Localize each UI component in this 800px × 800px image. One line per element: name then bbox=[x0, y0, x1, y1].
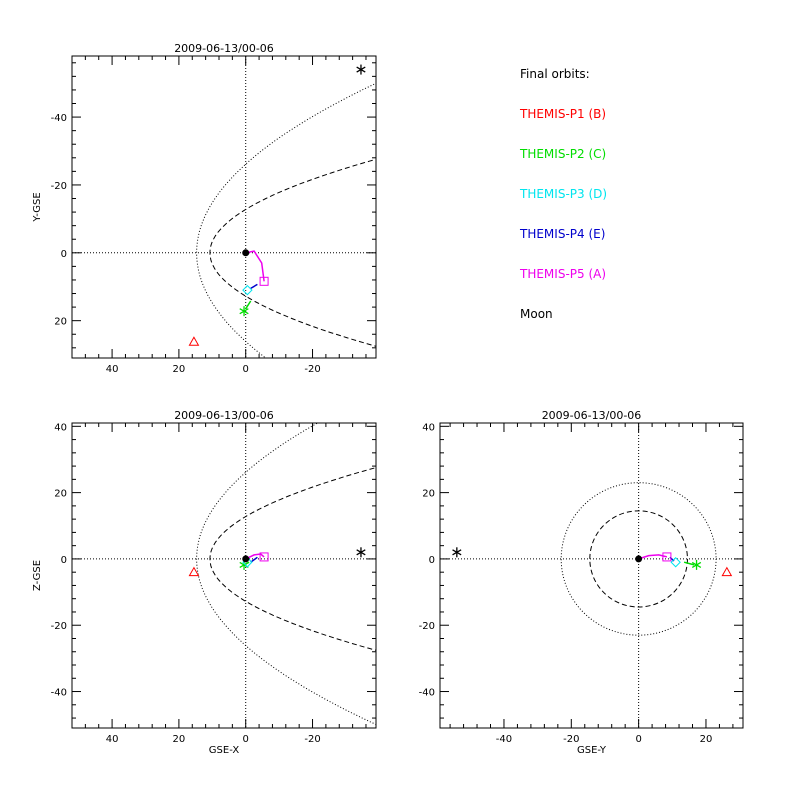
x-tick-label: 0 bbox=[635, 734, 641, 745]
themis-p1-b-marker bbox=[188, 336, 200, 346]
plot-panel-3: -40 -20 0 20 -40 -20 0 20 40 2009-06-13/00-06 GSE-… bbox=[419, 409, 744, 756]
y-tick-label: 40 bbox=[422, 422, 435, 433]
y-axis-label: Z-GSE bbox=[32, 560, 43, 591]
plot-frame bbox=[71, 55, 377, 359]
y-tick-label: -20 bbox=[419, 621, 435, 632]
orbit-track-1 bbox=[245, 250, 265, 282]
moon-marker bbox=[452, 547, 462, 558]
magnetopause-boundary bbox=[589, 510, 688, 608]
x-tick-label: -40 bbox=[496, 734, 512, 745]
themis-p3-d-marker bbox=[670, 557, 681, 568]
bow-shock-boundary bbox=[560, 482, 717, 636]
x-axis-label: GSE-Y bbox=[577, 745, 607, 756]
y-tick-label: 0 bbox=[61, 249, 67, 260]
y-tick-label: 20 bbox=[54, 317, 67, 328]
plot-frame bbox=[439, 422, 744, 729]
legend-item-themis-p1: THEMIS-P1 (B) bbox=[520, 107, 607, 121]
orbit-track-1 bbox=[245, 553, 265, 560]
themis-p1-b-marker bbox=[188, 566, 200, 577]
legend-item-moon: Moon bbox=[520, 307, 553, 321]
x-tick-label: 40 bbox=[106, 734, 119, 745]
x-tick-label: 40 bbox=[106, 364, 119, 375]
themis-p1-b-marker bbox=[721, 566, 733, 577]
themis-p2-c-marker bbox=[239, 306, 249, 317]
legend-item-themis-p4: THEMIS-P4 (E) bbox=[520, 227, 606, 241]
themis-p3-d-marker bbox=[242, 284, 253, 296]
plot-area bbox=[72, 56, 376, 358]
themis-p5-a-marker bbox=[662, 552, 672, 562]
legend-title: Final orbits: bbox=[520, 67, 590, 81]
orbit-track-2 bbox=[250, 283, 258, 290]
themis-p2-c-marker bbox=[691, 559, 702, 570]
plot-panel-2: 40 20 0 -20 -40 -20 0 20 40 2009-06-13/00-06 GSE-X… bbox=[32, 409, 377, 756]
plot-area bbox=[440, 423, 743, 728]
x-axis-label: GSE-X bbox=[209, 745, 240, 756]
y-tick-label: -40 bbox=[51, 113, 67, 124]
y-axis-label: Y-GSE bbox=[32, 192, 43, 222]
y-tick-label: -20 bbox=[51, 181, 67, 192]
orbit-track-2 bbox=[250, 556, 258, 563]
moon-marker bbox=[356, 64, 366, 75]
orbit-track-3 bbox=[683, 561, 695, 566]
earth-marker bbox=[242, 249, 250, 257]
plot-title: 2009-06-13/00-06 bbox=[174, 409, 274, 422]
plot-panel-1: 40 20 0 -20 -40 -20 0 20 2009-06-13/00-06 Y-GSE bbox=[32, 42, 377, 375]
x-tick-label: -20 bbox=[304, 734, 320, 745]
plot-area bbox=[72, 423, 376, 728]
legend-item-themis-p5: THEMIS-P5 (A) bbox=[520, 267, 607, 281]
y-tick-label: 40 bbox=[54, 422, 67, 433]
earth-marker bbox=[635, 555, 643, 563]
x-tick-label: 20 bbox=[700, 734, 713, 745]
y-tick-label: 20 bbox=[422, 489, 435, 500]
earth-marker bbox=[242, 555, 250, 563]
themis-p5-a-marker bbox=[259, 552, 269, 562]
x-tick-label: 20 bbox=[173, 734, 186, 745]
plot-frame bbox=[71, 422, 377, 729]
orbit-track-3 bbox=[245, 300, 252, 310]
x-tick-label: 0 bbox=[243, 364, 249, 375]
y-tick-label: -40 bbox=[51, 688, 67, 699]
x-tick-label: -20 bbox=[563, 734, 579, 745]
x-tick-label: 0 bbox=[243, 734, 249, 745]
moon-marker bbox=[356, 547, 366, 558]
plot-title: 2009-06-13/00-06 bbox=[174, 42, 274, 55]
y-tick-label: 0 bbox=[429, 555, 435, 566]
magnetopause-boundary bbox=[209, 467, 376, 651]
x-tick-label: 20 bbox=[173, 364, 186, 375]
y-tick-label: 0 bbox=[61, 555, 67, 566]
themis-p5-a-marker bbox=[259, 276, 269, 286]
y-tick-label: 20 bbox=[54, 489, 67, 500]
plot-title: 2009-06-13/00-06 bbox=[542, 409, 642, 422]
legend-item-themis-p2: THEMIS-P2 (C) bbox=[520, 147, 607, 161]
legend-item-themis-p3: THEMIS-P3 (D) bbox=[520, 187, 608, 201]
x-tick-label: -20 bbox=[304, 364, 320, 375]
y-tick-label: -20 bbox=[51, 621, 67, 632]
y-tick-label: -40 bbox=[419, 688, 435, 699]
magnetopause-boundary bbox=[209, 158, 376, 347]
bow-shock-boundary bbox=[196, 423, 376, 726]
